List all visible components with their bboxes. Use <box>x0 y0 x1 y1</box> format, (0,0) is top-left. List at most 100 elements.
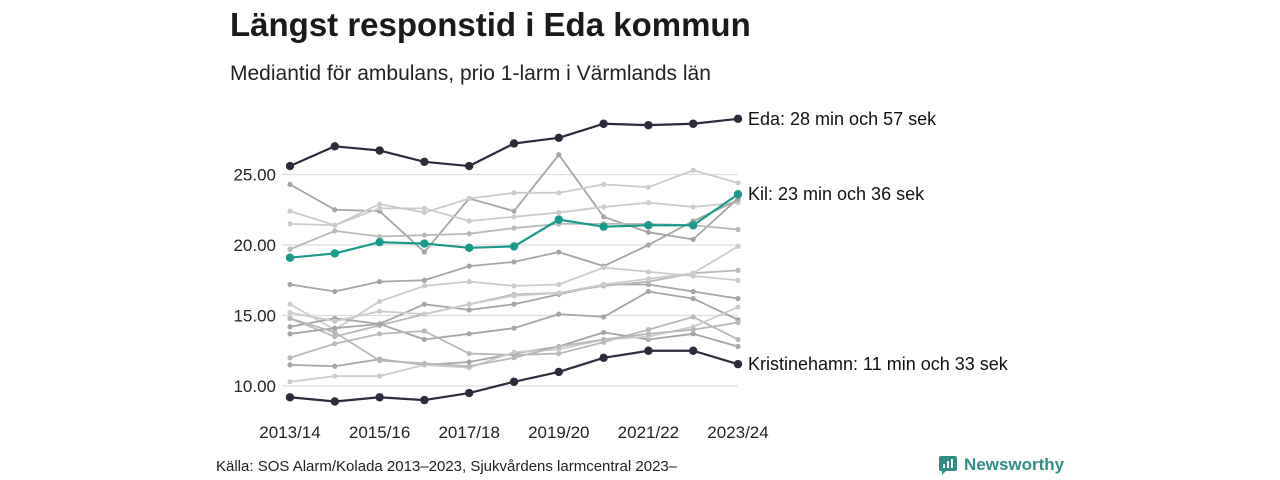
data-point <box>735 319 741 326</box>
data-point <box>733 114 743 124</box>
data-point <box>554 367 563 377</box>
data-point <box>465 243 474 253</box>
data-point <box>421 205 427 211</box>
data-point <box>332 288 338 295</box>
data-point <box>287 181 293 187</box>
data-point <box>735 197 741 203</box>
data-point <box>287 246 293 252</box>
data-point <box>332 334 338 340</box>
data-point <box>421 301 427 307</box>
background-series-line <box>287 281 741 330</box>
data-point <box>377 205 383 211</box>
data-point <box>733 359 743 369</box>
data-point <box>421 311 427 317</box>
data-point <box>375 393 384 402</box>
data-point <box>689 119 698 128</box>
data-point <box>556 281 562 288</box>
data-point <box>465 161 474 171</box>
data-point <box>690 270 696 276</box>
data-point <box>601 214 607 220</box>
data-point <box>509 242 519 251</box>
data-point <box>645 229 652 235</box>
data-point <box>375 146 384 155</box>
data-point <box>644 346 653 355</box>
data-point <box>645 184 652 190</box>
data-point <box>421 360 427 367</box>
data-point <box>690 204 696 210</box>
data-point <box>735 277 741 283</box>
data-point <box>287 315 293 321</box>
data-point <box>332 341 338 347</box>
data-point <box>332 318 338 324</box>
data-point <box>421 209 427 216</box>
series-label-kil: Kil: 23 min och 36 sek <box>748 184 925 204</box>
data-point <box>735 267 741 273</box>
data-point <box>466 218 472 224</box>
data-point <box>645 200 652 206</box>
data-point <box>420 395 429 405</box>
data-point <box>735 295 741 302</box>
x-tick-label: 2015/16 <box>349 423 410 442</box>
series-line <box>289 306 739 383</box>
data-point <box>285 393 295 402</box>
x-tick-label: 2019/20 <box>528 423 589 442</box>
data-point <box>556 152 562 158</box>
data-point <box>332 373 338 379</box>
data-point <box>735 336 741 343</box>
data-point <box>285 161 295 171</box>
data-point <box>287 221 293 227</box>
background-series <box>287 152 741 385</box>
data-point <box>645 276 652 282</box>
data-point <box>556 249 562 255</box>
y-tick-label: 25.00 <box>233 166 276 185</box>
data-point <box>466 263 472 269</box>
brand-logo[interactable]: Newsworthy <box>938 455 1064 475</box>
background-series-line <box>287 264 741 333</box>
data-point <box>287 362 293 368</box>
x-tick-label: 2013/14 <box>259 423 320 442</box>
data-point <box>511 214 517 220</box>
data-point <box>556 190 562 196</box>
data-point <box>421 277 427 283</box>
data-point <box>466 231 472 237</box>
data-point <box>511 225 517 231</box>
data-point <box>690 331 696 337</box>
data-point <box>511 190 517 196</box>
data-point <box>556 311 562 317</box>
data-point <box>601 204 607 210</box>
data-point <box>332 329 338 336</box>
data-point <box>332 325 338 331</box>
data-point <box>377 279 383 285</box>
data-point <box>644 221 653 230</box>
data-point <box>601 329 607 336</box>
data-point <box>511 293 517 299</box>
chart-subtitle: Mediantid för ambulans, prio 1-larm i Vä… <box>230 62 711 85</box>
data-point <box>554 133 563 143</box>
background-series-line <box>287 329 741 369</box>
data-point <box>375 237 384 247</box>
data-point <box>601 281 607 288</box>
data-point <box>511 325 517 331</box>
data-point <box>601 264 607 271</box>
data-point <box>377 358 383 364</box>
data-point <box>420 239 429 248</box>
data-point <box>599 119 608 128</box>
data-point <box>690 295 696 302</box>
data-point <box>287 301 293 307</box>
series-label-eda: Eda: 28 min och 57 sek <box>748 109 937 129</box>
data-point <box>689 346 698 355</box>
data-point <box>690 236 696 242</box>
data-point <box>287 310 293 316</box>
data-point <box>735 180 741 186</box>
data-point <box>645 327 652 333</box>
data-point <box>377 308 383 314</box>
data-point <box>735 226 741 233</box>
data-point <box>287 324 293 330</box>
data-point <box>285 253 295 262</box>
data-point <box>601 314 607 320</box>
y-tick-label: 20.00 <box>233 236 276 255</box>
data-point <box>689 221 698 230</box>
series-labels: Eda: 28 min och 57 sek Kil: 23 min och 36… <box>748 109 1009 374</box>
data-point <box>599 353 608 362</box>
data-point <box>601 336 607 343</box>
